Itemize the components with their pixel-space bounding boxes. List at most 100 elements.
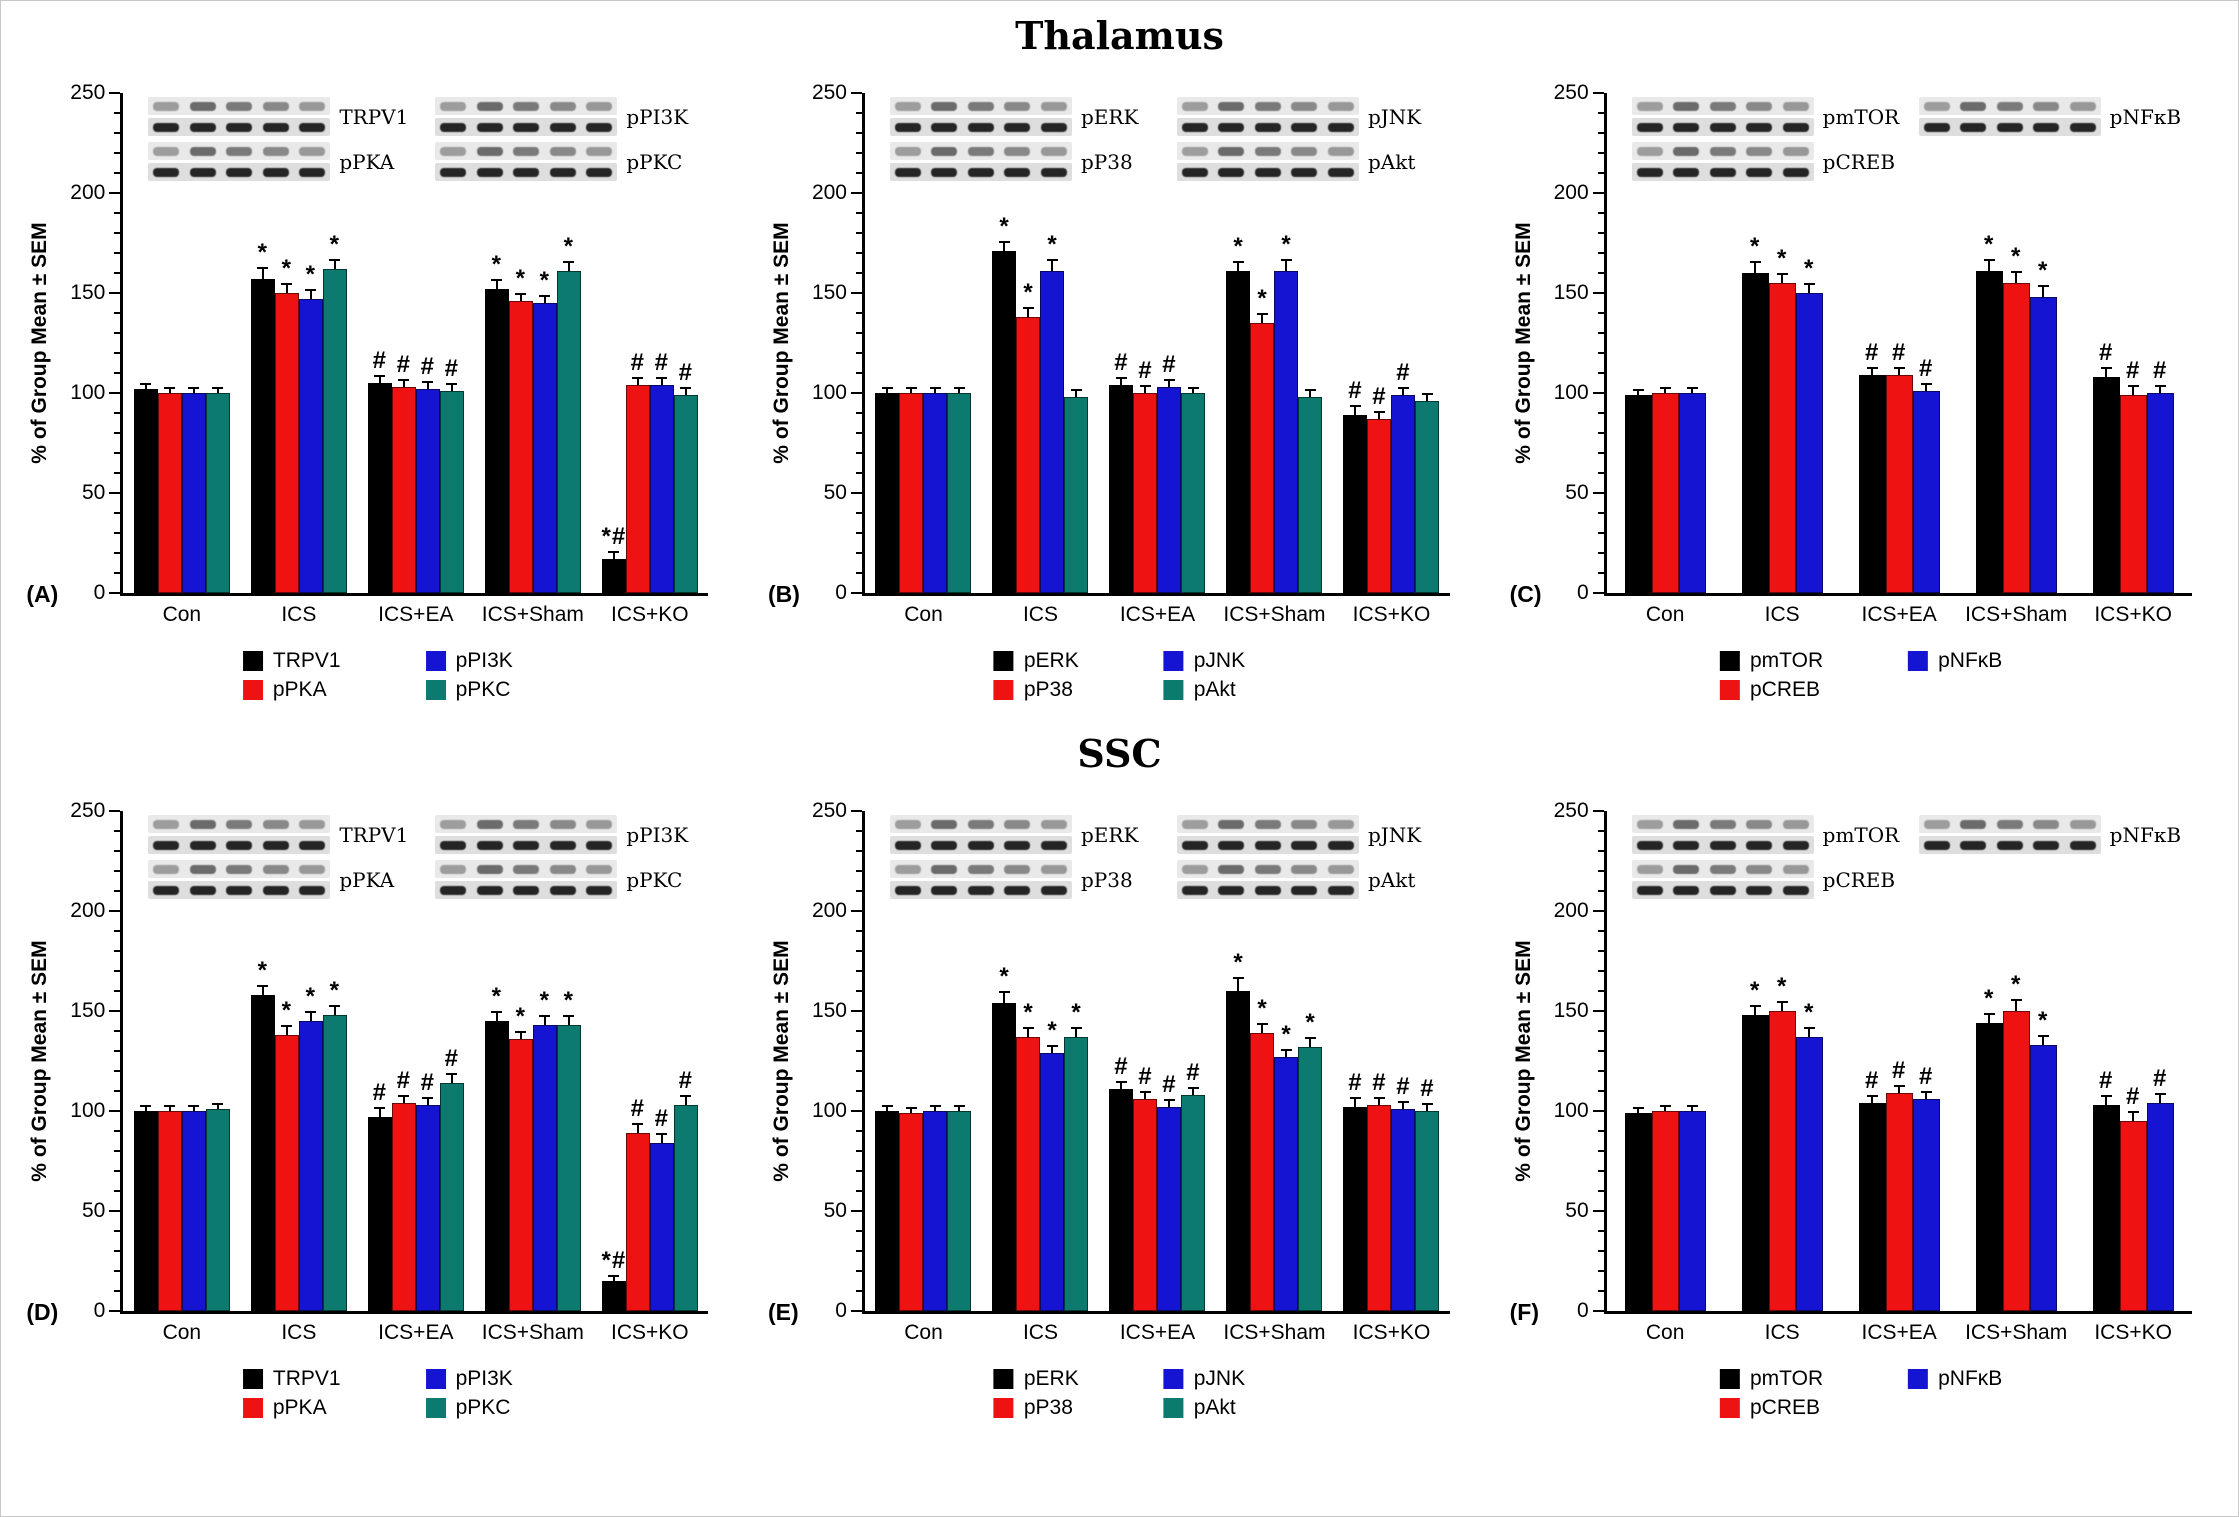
- bar-pPKA: [274, 1035, 299, 1311]
- blot-row: pPI3K: [435, 97, 688, 136]
- error-bar-cap: [953, 387, 965, 389]
- error-bar: [684, 1097, 687, 1105]
- error-bar: [192, 389, 195, 393]
- bar-pERK: [1226, 991, 1251, 1311]
- x-tick-label: Con: [162, 1321, 202, 1344]
- blot-band: [476, 122, 503, 132]
- blot-band: [1746, 146, 1773, 156]
- blot-band: [1327, 167, 1354, 177]
- y-minor-tick: [855, 1030, 862, 1032]
- sig-mark: #: [420, 1069, 435, 1096]
- plot-area: 0 50 100 150 200 250 * # * # * # * # * # * # Con ICS ICS+EA I…: [1554, 81, 2192, 626]
- bar-TRPV1: [484, 289, 509, 593]
- error-bar: [886, 389, 889, 393]
- legend-label: TRPV1: [272, 1367, 341, 1390]
- error-bar-cap: [2010, 271, 2022, 273]
- y-minor-tick: [855, 512, 862, 514]
- blot-band: [1040, 864, 1067, 874]
- blot-band: [226, 819, 253, 829]
- blot-band: [153, 819, 180, 829]
- blot-band: [513, 840, 540, 850]
- error-bar: [1426, 1105, 1429, 1111]
- error-bar: [958, 389, 961, 393]
- sig-mark: *: [329, 977, 340, 1004]
- y-minor-tick: [114, 332, 121, 334]
- y-minor-tick: [855, 830, 862, 832]
- blot-strip: [148, 118, 331, 136]
- y-minor-tick: [114, 1150, 121, 1152]
- sig-mark: *: [1983, 985, 1995, 1012]
- legend-swatch: [1908, 651, 1929, 671]
- error-bar-cap: [515, 1031, 527, 1033]
- error-bar-cap: [281, 283, 293, 285]
- bar-pJNK: [923, 393, 948, 593]
- blot-band: [262, 101, 289, 111]
- y-major-tick: [850, 810, 862, 812]
- blot-band: [226, 167, 253, 177]
- x-tick-label: ICS+Sham: [1223, 1321, 1326, 1344]
- sig-mark: #: [1162, 351, 1177, 378]
- blot-band: [967, 864, 994, 874]
- error-bar: [567, 263, 570, 271]
- blot-row: pCREB: [1631, 142, 1900, 181]
- blot-group-right: pNFκB: [1918, 815, 2181, 860]
- error-bar: [2042, 287, 2045, 297]
- blot-strip: [148, 163, 331, 181]
- sig-mark: *: [539, 267, 550, 294]
- bar-pNFκB: [1678, 1111, 1706, 1311]
- blot-row: pAkt: [1176, 860, 1421, 899]
- x-tick-label: ICS+KO: [2094, 603, 2172, 626]
- blot-strips: [1631, 142, 1814, 181]
- y-minor-tick: [855, 1150, 862, 1152]
- y-minor-tick: [1597, 152, 1604, 154]
- error-bar-cap: [305, 1011, 317, 1013]
- blot-band: [1923, 101, 1950, 111]
- blot-strip: [889, 97, 1072, 115]
- blot-strips: [435, 142, 618, 181]
- error-bar-cap: [1659, 387, 1671, 389]
- legend-item-pNFκB: pNFκB: [1908, 1367, 2002, 1391]
- error-bar-cap: [632, 377, 644, 379]
- error-bar-cap: [2127, 385, 2139, 387]
- blot-band: [1746, 864, 1773, 874]
- y-minor-tick: [1597, 1090, 1604, 1092]
- error-bar: [1354, 407, 1357, 415]
- blot-band: [1996, 840, 2023, 850]
- error-bar-cap: [1803, 283, 1815, 285]
- error-bar-cap: [188, 387, 200, 389]
- x-tick-label: ICS: [1764, 1321, 1800, 1344]
- error-bar-cap: [1920, 383, 1932, 385]
- blot-strip: [148, 142, 331, 160]
- y-minor-tick: [114, 870, 121, 872]
- legend-item-pPKC: pPKC: [425, 678, 513, 702]
- y-tick-label: 0: [93, 581, 106, 604]
- bar-pPI3K: [532, 303, 557, 593]
- section-thalamus: Thalamus % of Group Mean ± SEM 0 50 100 150 2…: [1, 13, 2238, 725]
- y-minor-tick: [1597, 1150, 1604, 1152]
- bar-pPKA: [391, 1103, 416, 1311]
- y-minor-tick: [114, 212, 121, 214]
- bar-pPI3K: [649, 385, 674, 593]
- blot-band: [2033, 122, 2060, 132]
- sig-mark: #: [396, 1067, 411, 1094]
- panel-letter: (E): [767, 1299, 799, 1325]
- legend-swatch: [1163, 1369, 1184, 1389]
- bar-pERK: [1226, 271, 1251, 593]
- blot-band: [1004, 146, 1031, 156]
- blot-band: [967, 101, 994, 111]
- sig-mark: *: [1257, 995, 1268, 1022]
- blot-strip: [1631, 163, 1814, 181]
- y-minor-tick: [855, 132, 862, 134]
- bar-pP38: [899, 1113, 924, 1311]
- y-minor-tick: [1597, 890, 1604, 892]
- x-tick-label: ICS+EA: [1861, 1321, 1937, 1344]
- y-minor-tick: [114, 452, 121, 454]
- legend-item-pERK: pERK: [993, 1367, 1079, 1391]
- blot-band: [299, 885, 326, 895]
- legend-swatch: [425, 651, 446, 671]
- blot-band: [1291, 840, 1318, 850]
- blot-strip: [435, 815, 618, 833]
- error-bar: [660, 1135, 663, 1143]
- blot-band: [513, 864, 540, 874]
- blot-band: [513, 122, 540, 132]
